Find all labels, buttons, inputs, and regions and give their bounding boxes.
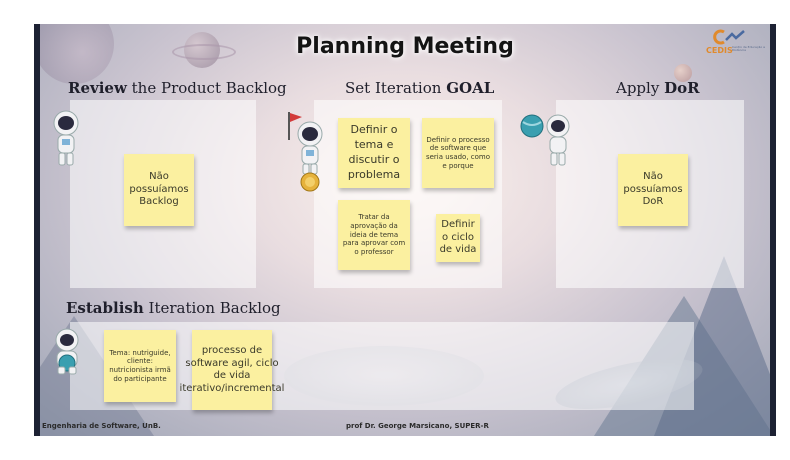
goal-heading: Set Iteration GOAL (345, 79, 494, 97)
sticky-note-goal-lifecycle[interactable]: Definir o ciclo de vida (436, 214, 480, 262)
dor-heading: Apply DoR (616, 79, 700, 97)
review-heading-bold: Review (68, 79, 127, 97)
sticky-note-dor[interactable]: Não possuíamos DoR (618, 154, 688, 226)
page-title: Planning Meeting (296, 34, 514, 59)
board-left-edge (34, 24, 40, 436)
logo-icon (713, 29, 745, 45)
footer-left: Engenharia de Software, UnB. (42, 422, 161, 430)
sticky-note-goal-process[interactable]: Definir o processo de software que seria… (422, 118, 494, 188)
review-heading-rest: the Product Backlog (126, 79, 287, 97)
background-planet-small (674, 64, 692, 82)
planning-board: Planning Meeting CEDIS Centro de Educaçã… (34, 24, 776, 436)
footer-center: prof Dr. George Marsicano, SUPER-R (346, 422, 489, 430)
backlog-heading: Establish Iteration Backlog (66, 299, 281, 317)
goal-heading-pre: Set Iteration (345, 79, 447, 97)
board-right-edge (770, 24, 776, 436)
astronaut-review-icon (53, 110, 79, 166)
sticky-note-backlog-theme[interactable]: Tema: nutriguide, cliente: nutricionista… (104, 330, 176, 402)
goal-heading-bold: GOAL (446, 79, 495, 97)
backlog-heading-bold: Establish (66, 299, 144, 317)
astronaut-dor-icon (520, 114, 570, 166)
astronaut-goal-icon (288, 112, 323, 192)
background-planet-ring (172, 44, 236, 60)
dor-heading-pre: Apply (616, 79, 665, 97)
backlog-heading-rest: Iteration Backlog (143, 299, 281, 317)
logo-subtext: Centro de Educação a Distância (732, 45, 765, 53)
review-heading: Review the Product Backlog (68, 79, 287, 97)
cedis-logo: CEDIS Centro de Educação a Distância (706, 28, 768, 62)
sticky-note-review[interactable]: Não possuíamos Backlog (124, 154, 194, 226)
sticky-note-goal-define-theme[interactable]: Definir o tema e discutir o problema (338, 118, 410, 188)
dor-heading-bold: DoR (664, 79, 700, 97)
logo-text: CEDIS (706, 46, 733, 55)
sticky-note-goal-approval[interactable]: Tratar da aprovação da ideia de tema par… (338, 200, 410, 270)
sticky-note-backlog-process[interactable]: processo de software agil, ciclo de vida… (180, 330, 284, 410)
astronaut-backlog-icon (55, 328, 79, 375)
